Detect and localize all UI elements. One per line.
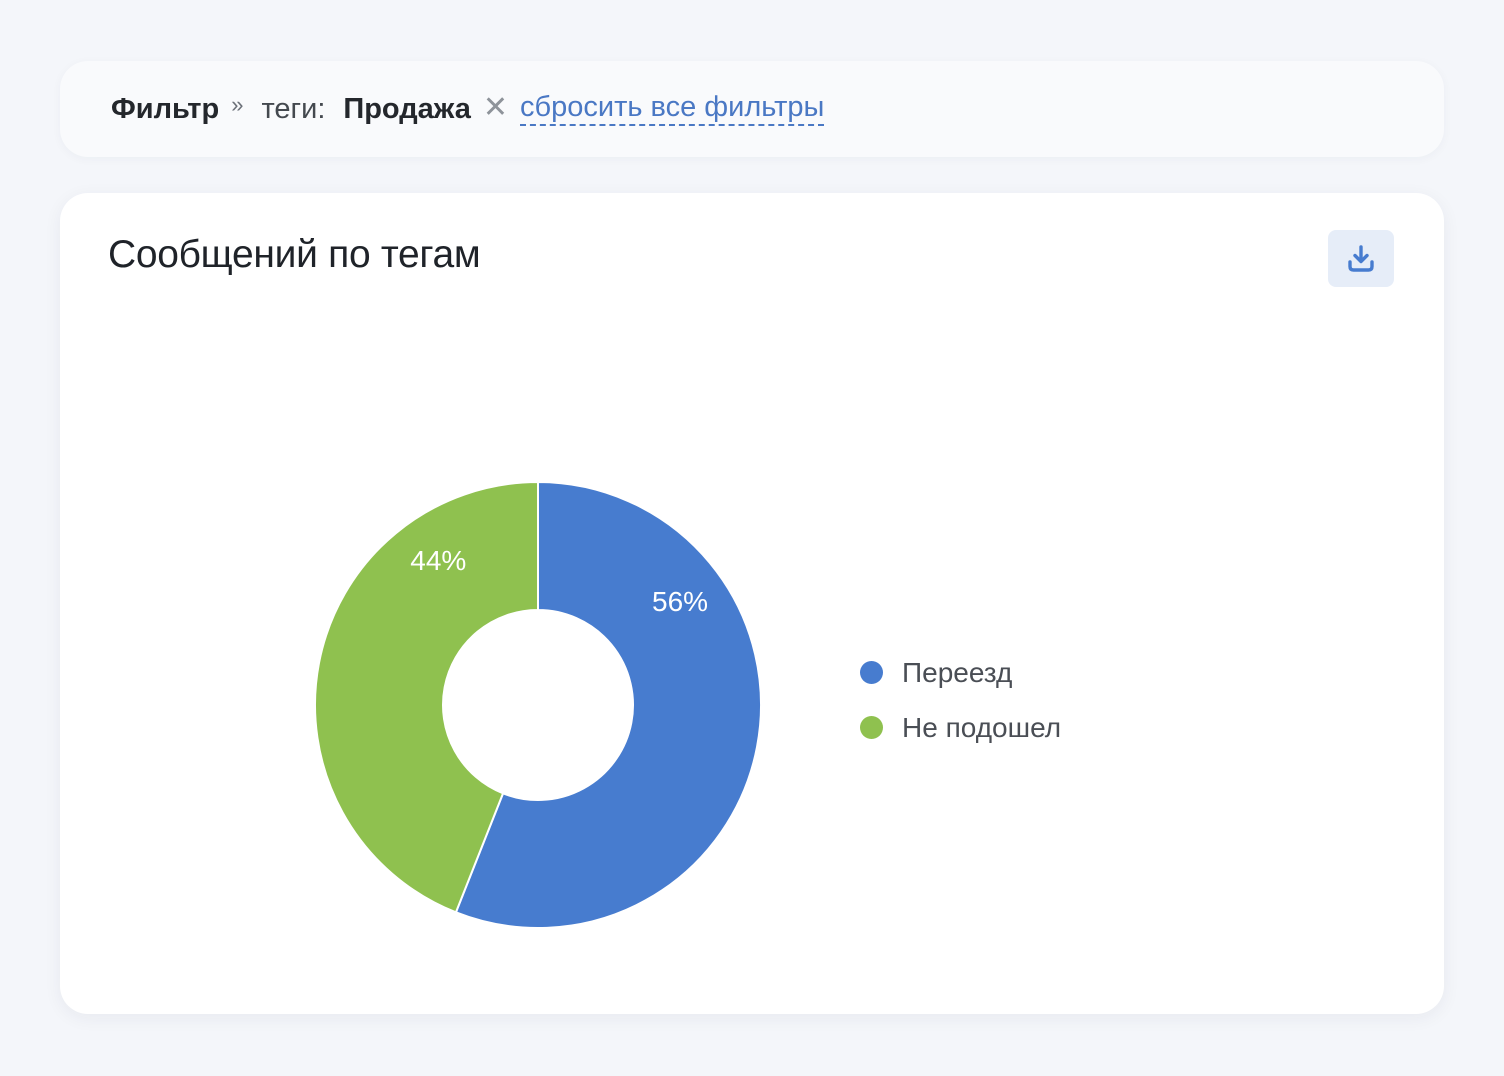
tags-chart-card: Сообщений по тегам 56% 44% Переезд Не под… [60,193,1444,1014]
filter-bar: Фильтр » теги: Продажа ✕ сбросить все фи… [60,61,1444,157]
legend-swatch-icon [860,661,883,684]
legend-label: Переезд [902,656,1013,688]
legend-swatch-icon [860,716,883,739]
download-button[interactable] [1328,230,1394,287]
slice-value-label: 44% [410,545,466,576]
donut-slice-1[interactable] [454,480,762,929]
legend-item[interactable]: Переезд [860,645,1061,700]
card-title: Сообщений по тегам [108,233,481,276]
download-icon [1348,244,1374,272]
remove-filter-icon[interactable]: ✕ [482,90,508,124]
filter-separator: » [231,92,244,117]
filter-key-label: теги: [261,92,326,125]
filter-tag-value: Продажа [343,92,471,125]
reset-filters-link[interactable]: сбросить все фильтры [520,91,825,126]
legend-item[interactable]: Не подошел [860,700,1061,755]
chart-legend: Переезд Не подошел [860,645,1061,755]
donut-slice-2[interactable] [314,480,539,914]
slice-value-label: 56% [652,586,708,617]
filter-title: Фильтр [111,92,220,125]
legend-label: Не подошел [902,711,1062,743]
donut-chart: 56% 44% [314,480,762,929]
